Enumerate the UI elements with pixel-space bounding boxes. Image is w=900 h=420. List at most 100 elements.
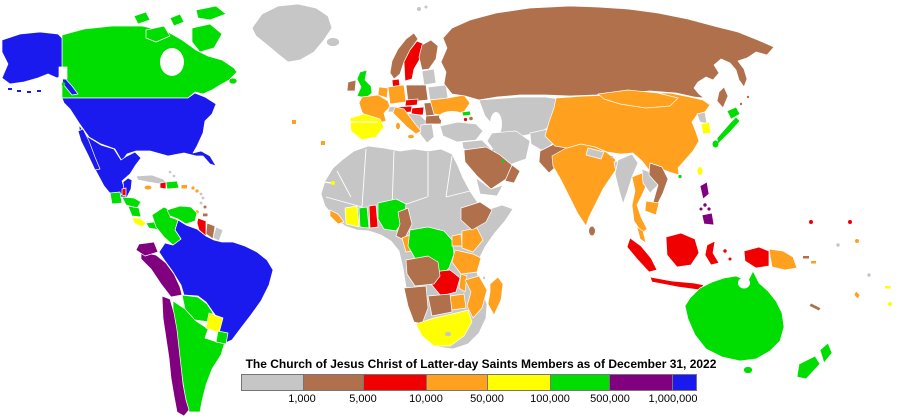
indonesia-sulawesi bbox=[704, 240, 720, 266]
country-french-guiana bbox=[212, 226, 224, 242]
arctic-island-baffin bbox=[191, 23, 223, 53]
island-newfoundland bbox=[228, 77, 238, 85]
country-uganda bbox=[451, 233, 463, 247]
caspian-sea bbox=[490, 112, 502, 136]
kuril-dot-2 bbox=[746, 95, 750, 99]
antilles-gray-3 bbox=[199, 201, 203, 205]
country-lesotho bbox=[445, 331, 451, 337]
japan-hokkaido bbox=[726, 106, 741, 120]
country-ethiopia bbox=[460, 201, 493, 231]
antilles-gray-1 bbox=[199, 192, 203, 196]
country-myanmar bbox=[614, 153, 639, 205]
hudson-bay bbox=[160, 48, 184, 76]
antilles-orange-1 bbox=[191, 186, 195, 190]
country-alaska bbox=[1, 31, 63, 85]
country-tanzania bbox=[451, 249, 482, 275]
country-drc bbox=[407, 226, 455, 277]
country-north-korea bbox=[696, 111, 708, 125]
legend-tick-5000: 5,000 bbox=[349, 393, 377, 405]
legend-segment-brown bbox=[302, 375, 364, 390]
comoros-dot bbox=[482, 276, 486, 280]
legend-tick-50000: 50,000 bbox=[470, 393, 504, 405]
antilles-brown-1 bbox=[203, 205, 207, 209]
country-usa bbox=[61, 92, 217, 167]
region-iberia bbox=[349, 113, 385, 141]
philippines-mindanao bbox=[701, 212, 715, 226]
country-poland bbox=[405, 84, 429, 103]
solomon-orange-dash bbox=[811, 261, 816, 264]
country-suriname bbox=[205, 222, 216, 240]
pacific-orange-dot-1 bbox=[855, 239, 859, 243]
pacific-red-dot-2 bbox=[848, 220, 852, 224]
country-oman bbox=[504, 164, 521, 184]
aleutian-island-1 bbox=[8, 88, 12, 90]
indonesia-molucca-2 bbox=[728, 257, 732, 261]
mexico-baja bbox=[77, 128, 101, 171]
country-georgia bbox=[461, 110, 472, 117]
country-guatemala bbox=[109, 191, 123, 205]
pacific-red-dot-1 bbox=[809, 220, 813, 224]
country-qatar bbox=[501, 159, 505, 163]
arctic-island-victoria bbox=[145, 25, 171, 43]
country-venezuela bbox=[166, 205, 198, 225]
country-azerbaijan bbox=[469, 116, 473, 121]
philippines-visayas-1 bbox=[703, 203, 707, 207]
region-togo-benin bbox=[368, 204, 379, 229]
indonesia-sumatra bbox=[626, 237, 658, 273]
country-jamaica bbox=[144, 185, 152, 190]
kuril-dot-1 bbox=[739, 102, 743, 106]
country-bulgaria bbox=[424, 114, 443, 125]
aleutian-island-4 bbox=[37, 90, 41, 92]
country-uk bbox=[356, 69, 373, 99]
legend-segment-green bbox=[549, 375, 610, 390]
solomon-brown-dash bbox=[803, 256, 809, 259]
legend-segment-purple bbox=[609, 375, 673, 390]
bahamas-dot-2 bbox=[172, 174, 176, 178]
country-india bbox=[551, 143, 619, 227]
country-malawi bbox=[458, 273, 468, 293]
coastal-callout-box bbox=[58, 66, 68, 80]
canary-callout-line bbox=[310, 149, 357, 184]
legend-tick-1000: 1,000 bbox=[288, 393, 316, 405]
island-sakhalin bbox=[716, 86, 729, 109]
country-kuwait bbox=[492, 148, 495, 152]
bahamas-dot-1 bbox=[168, 170, 172, 174]
country-botswana bbox=[427, 293, 453, 317]
legend-tick-500000: 500,000 bbox=[590, 393, 630, 405]
madeira-dot bbox=[321, 141, 325, 145]
island-tasmania bbox=[743, 366, 753, 374]
region-sierra-leone-liberia bbox=[329, 209, 345, 225]
country-ukraine bbox=[429, 94, 471, 117]
country-nicaragua bbox=[127, 205, 142, 218]
country-malaysia bbox=[636, 226, 647, 244]
antilles-gray-2 bbox=[201, 196, 205, 200]
country-zimbabwe bbox=[449, 293, 467, 311]
canary-dot bbox=[331, 181, 335, 185]
country-turkey bbox=[439, 121, 484, 143]
philippines-visayas-3 bbox=[699, 207, 703, 211]
country-sri-lanka bbox=[589, 226, 595, 236]
island-sicily bbox=[408, 134, 414, 139]
country-peru bbox=[140, 251, 183, 298]
indonesia-java bbox=[649, 276, 705, 291]
legend-title: The Church of Jesus Christ of Latter-day… bbox=[245, 357, 717, 371]
country-armenia bbox=[463, 117, 468, 122]
island-vanuatu bbox=[853, 290, 861, 300]
country-ireland bbox=[346, 79, 357, 92]
black-sea bbox=[439, 111, 465, 123]
country-ivory-coast bbox=[344, 205, 360, 228]
country-russia bbox=[440, 5, 775, 101]
country-czechia bbox=[404, 98, 419, 107]
country-iran bbox=[486, 130, 531, 166]
pacific-gray-dot-1 bbox=[836, 243, 840, 247]
japan-honshu bbox=[716, 116, 741, 145]
country-belize bbox=[121, 187, 127, 197]
country-taiwan bbox=[697, 167, 703, 175]
aleutian-island-3 bbox=[27, 91, 31, 93]
country-mozambique bbox=[464, 275, 488, 319]
country-ecuador bbox=[135, 241, 159, 257]
country-bhutan bbox=[610, 155, 614, 159]
region-benelux bbox=[377, 86, 389, 99]
country-mexico bbox=[78, 124, 142, 198]
country-madagascar bbox=[487, 276, 504, 316]
